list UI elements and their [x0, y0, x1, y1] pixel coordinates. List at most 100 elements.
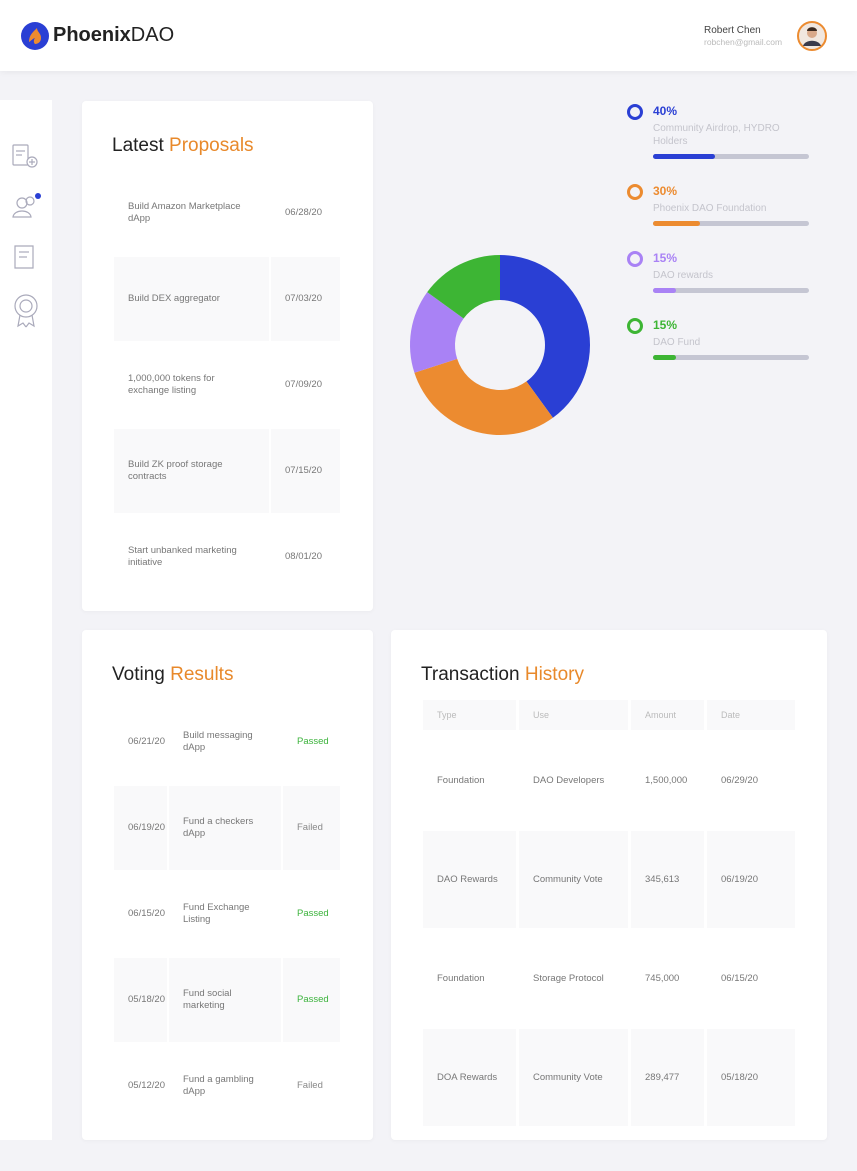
proposal-name: Build Amazon Marketplace dApp — [128, 201, 241, 224]
progress-track — [653, 288, 809, 293]
legend-value: 30% — [653, 184, 678, 198]
transaction-cell: 745,000 — [645, 972, 680, 984]
proposal-date: 06/28/20 — [285, 207, 322, 218]
members-icon[interactable] — [12, 193, 41, 218]
vote-name: Build messaging dApp — [183, 730, 253, 753]
vote-status: Failed — [283, 786, 340, 870]
proposal-date: 07/03/20 — [271, 257, 340, 341]
legend-marker — [627, 251, 643, 267]
proposal-date: 07/09/20 — [285, 379, 322, 390]
sidebar — [0, 100, 52, 1140]
column-header: Type — [423, 700, 516, 730]
legend-marker — [627, 184, 643, 200]
logo-text: PhoenixDAO — [53, 24, 174, 47]
legend-marker — [627, 104, 643, 120]
donut-segment — [410, 292, 464, 373]
sidebar-icons — [12, 144, 41, 328]
transaction-cell: Foundation — [437, 774, 485, 786]
proposal-name: Build ZK proof storage contracts — [114, 429, 269, 513]
legend-marker — [627, 318, 643, 334]
proposal-name: 1,000,000 tokens for exchange listing — [128, 373, 215, 396]
legend-item: 40% Community Airdrop, HYDRO Holders — [626, 103, 811, 159]
logo-bold: Phoenix — [53, 24, 131, 46]
vote-date: 06/19/20 — [114, 786, 167, 870]
transaction-cell: DAO Rewards — [423, 831, 516, 928]
progress-fill — [653, 355, 677, 360]
transaction-cell: 06/19/20 — [707, 831, 795, 928]
vote-status: Passed — [297, 736, 329, 747]
legend-name: DAO rewards — [653, 270, 714, 281]
proposal-name: Start unbanked marketing initiative — [128, 545, 237, 568]
header: PhoenixDAO Robert Chen robchen@gmail.com — [0, 0, 857, 71]
proposal-name: Build DEX aggregator — [114, 257, 269, 341]
donut-segment — [427, 255, 500, 319]
legend-value: 15% — [653, 251, 678, 265]
avatar[interactable] — [796, 20, 828, 52]
title-accent: Results — [170, 664, 234, 685]
title-accent: Proposals — [169, 135, 254, 156]
transaction-cell: 289,477 — [631, 1029, 704, 1126]
card-title: Latest Proposals — [112, 135, 254, 157]
donut-segment — [500, 255, 590, 418]
new-proposal-icon[interactable] — [12, 144, 38, 168]
transactions-card: Transaction History Type Use Amount Date Fou… — [391, 630, 827, 1140]
logo-light: DAO — [130, 24, 175, 46]
vote-date: 06/21/20 — [128, 736, 165, 747]
transaction-cell: 06/29/20 — [721, 774, 758, 786]
user-name: Robert Chen — [704, 25, 761, 36]
column-header: Use — [519, 700, 628, 730]
donut-chart — [410, 255, 590, 435]
transaction-cell: DAO Developers — [533, 774, 605, 786]
vote-status: Passed — [297, 908, 329, 919]
award-icon[interactable] — [14, 294, 38, 328]
vote-name: Fund a gambling dApp — [183, 1074, 254, 1097]
title: Voting — [112, 664, 165, 685]
title: Transaction — [421, 664, 520, 685]
vote-name: Fund social marketing — [169, 958, 281, 1042]
legend-item: 30% Phoenix DAO Foundation — [626, 183, 811, 226]
voting-card: Voting Results 06/21/20 Build messaging d… — [82, 630, 373, 1140]
progress-fill — [653, 288, 677, 293]
donut-segment — [414, 358, 553, 435]
proposals-card: Latest Proposals Build Amazon Marketplac… — [82, 101, 373, 611]
vote-date: 06/15/20 — [128, 908, 165, 919]
progress-track — [653, 154, 809, 159]
legend-name: DAO Fund — [653, 337, 701, 348]
vote-name: Fund a checkers dApp — [169, 786, 281, 870]
progress-fill — [653, 221, 700, 226]
vote-date: 05/12/20 — [128, 1080, 165, 1091]
transaction-cell: DOA Rewards — [423, 1029, 516, 1126]
legend-item: 15% DAO rewards — [626, 250, 811, 293]
transaction-cell: Storage Protocol — [533, 972, 604, 984]
vote-status: Passed — [283, 958, 340, 1042]
vote-name: Fund Exchange Listing — [183, 902, 250, 925]
title: Latest — [112, 135, 164, 156]
transaction-cell: Community Vote — [519, 1029, 628, 1126]
legend-name: Community Airdrop, HYDRO Holders — [653, 123, 780, 147]
title-accent: History — [524, 664, 584, 685]
transaction-cell: Foundation — [437, 972, 485, 984]
vote-date: 05/18/20 — [114, 958, 167, 1042]
user-email: robchen@gmail.com — [704, 37, 783, 47]
column-header: Date — [707, 700, 795, 730]
legend-value: 40% — [653, 104, 678, 118]
legend-item: 15% DAO Fund — [626, 317, 811, 360]
progress-track — [653, 355, 809, 360]
column-header: Amount — [631, 700, 704, 730]
transaction-cell: 1,500,000 — [645, 774, 688, 786]
progress-fill — [653, 154, 716, 159]
vote-status: Failed — [297, 1080, 323, 1091]
transaction-cell: 05/18/20 — [707, 1029, 795, 1126]
transaction-cell: Community Vote — [519, 831, 628, 928]
proposal-date: 07/15/20 — [271, 429, 340, 513]
legend-name: Phoenix DAO Foundation — [653, 203, 767, 214]
contract-icon[interactable] — [14, 245, 34, 269]
logo-icon — [21, 22, 49, 50]
transaction-cell: 345,613 — [631, 831, 704, 928]
proposal-date: 08/01/20 — [285, 551, 322, 562]
legend-value: 15% — [653, 318, 678, 332]
transaction-cell: 06/15/20 — [721, 972, 758, 984]
card-title: Voting Results — [112, 664, 233, 686]
card-title: Transaction History — [421, 664, 584, 686]
